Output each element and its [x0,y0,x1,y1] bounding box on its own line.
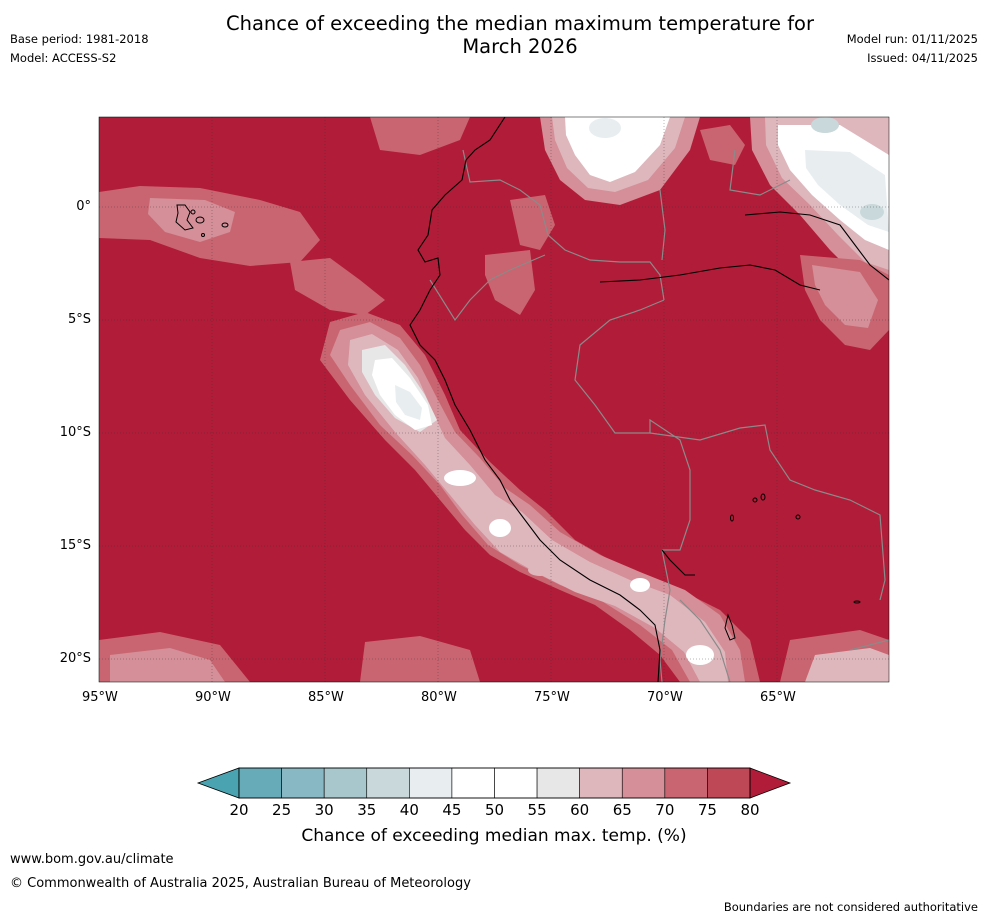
map-title-line2: March 2026 [462,35,578,58]
coastal-band-light [348,334,728,682]
galapagos-band-inner [148,198,235,242]
colorbar-tick-label: 30 [314,801,334,819]
country-boundaries [429,149,889,682]
colorbar-cell [323,767,368,799]
colorbar-cell [664,767,708,799]
inland-patch-2 [485,250,535,315]
colorbar-label: Chance of exceeding median max. temp. (%… [301,826,687,846]
lat-label-20s: 20°S [59,651,91,666]
colorbar-tick-label: 60 [570,801,590,819]
map-frame [98,116,890,683]
colorbar-tick-label: 40 [399,801,419,819]
north-patch-cool [589,118,621,138]
patch-white-3 [630,578,650,592]
lon-label-95w: 95°W [82,690,118,705]
colorbar-under-arrow [196,767,240,799]
colorbar [196,767,792,799]
lat-label-0: 0° [76,199,91,214]
patch-light-1 [528,564,552,576]
ne-patch-cold-2 [811,117,839,133]
lat-label-5s: 5°S [67,312,91,327]
colorbar-cell [281,767,325,799]
west-band-2 [290,258,385,315]
colorbar-cell [451,767,495,799]
colorbar-tick-label: 70 [655,801,675,819]
colorbar-cell [238,767,282,799]
colorbar-tick-label: 20 [229,801,249,819]
lon-label-70w: 70°W [647,690,683,705]
colorbar-cells [238,767,751,799]
colorbar-cell [366,767,410,799]
coastline [409,117,889,682]
patch-white-1 [444,470,476,486]
south-east-patch-light [805,648,889,682]
top-center-patch [700,125,745,165]
colorbar-tick-label: 75 [697,801,717,819]
colorbar-tick-label: 25 [272,801,292,819]
lon-label-65w: 65°W [760,690,796,705]
colorbar-outline [238,767,751,799]
colorbar-tick-label: 35 [357,801,377,819]
colorbar-cell [494,767,538,799]
colorbar-cell [707,767,751,799]
probability-field [99,117,889,682]
website-text: www.bom.gov.au/climate [10,852,174,867]
lat-label-15s: 15°S [59,538,91,553]
patch-white-4 [686,645,714,665]
colorbar-cell [536,767,580,799]
model-run-text: Model run: 01/11/2025 [846,32,978,46]
lat-label-10s: 10°S [59,425,91,440]
lon-label-80w: 80°W [421,690,457,705]
colorbar-tick-label: 55 [527,801,547,819]
patch-white-2 [489,519,511,537]
inland-patch-1 [510,195,555,250]
lon-label-75w: 75°W [534,690,570,705]
colorbar-tick-label: 65 [612,801,632,819]
coastal-band-cool [395,385,422,420]
model-text: Model: ACCESS-S2 [10,51,117,65]
top-west-patch [370,117,470,155]
colorbar-tick-label: 45 [442,801,462,819]
colorbar-tick-label: 80 [740,801,760,819]
galapagos-islands [175,204,229,237]
east-patch-light [812,265,878,328]
lon-label-85w: 85°W [308,690,344,705]
colorbar-cell [579,767,623,799]
map-title-line1: Chance of exceeding the median maximum t… [225,12,815,35]
grid [99,117,889,682]
colorbar-cell [621,767,666,799]
disclaimer-text: Boundaries are not considered authoritat… [723,900,978,914]
ne-patch-cold [860,204,884,220]
copyright-text: © Commonwealth of Australia 2025, Austra… [10,876,471,891]
map-title: Chance of exceeding the median maximum t… [0,12,988,58]
colorbar-tick-label: 50 [484,801,505,819]
colorbar-over-arrow [749,767,792,799]
colorbar-cell [409,767,453,799]
base-period-text: Base period: 1981-2018 [10,32,149,46]
south-west-patch-light [110,648,225,682]
issued-text: Issued: 04/11/2025 [867,51,978,65]
lakes [724,493,861,641]
north-patch-white [565,117,670,182]
lon-label-90w: 90°W [195,690,231,705]
